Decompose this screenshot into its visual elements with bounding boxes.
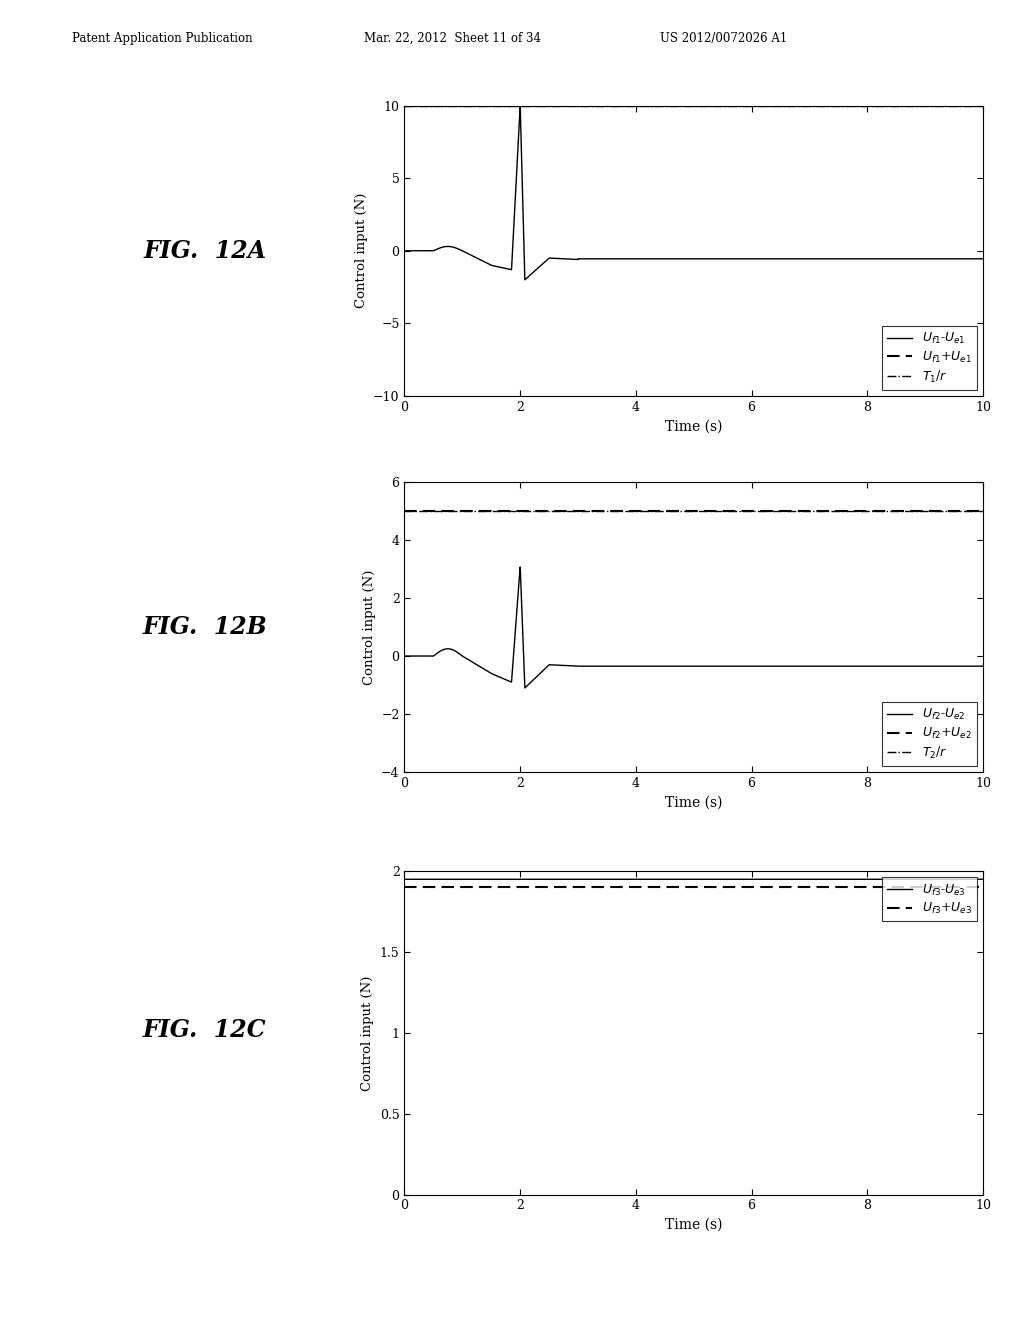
$U_{f2}$-$U_{e2}$	[977, 659, 989, 675]
$U_{f3}$-$U_{e3}$	[464, 871, 476, 887]
Text: FIG.  12A: FIG. 12A	[143, 239, 266, 263]
$U_{f3}$-$U_{e3}$	[966, 871, 978, 887]
Line: $U_{f1}$-$U_{e1}$: $U_{f1}$-$U_{e1}$	[404, 107, 983, 280]
$U_{f1}$-$U_{e1}$	[903, 251, 915, 267]
$U_{f1}$+$U_{e1}$	[457, 98, 469, 114]
Text: Mar. 22, 2012  Sheet 11 of 34: Mar. 22, 2012 Sheet 11 of 34	[364, 32, 541, 45]
$U_{f2}$+$U_{e2}$	[457, 503, 469, 519]
$U_{f3}$-$U_{e3}$	[398, 871, 411, 887]
$T_1$/$r$	[457, 98, 469, 114]
$T_2$/$r$	[398, 503, 411, 519]
$U_{f2}$-$U_{e2}$	[646, 659, 658, 675]
$U_{f2}$-$U_{e2}$	[903, 659, 915, 675]
$U_{f1}$+$U_{e1}$	[398, 98, 411, 114]
$U_{f3}$-$U_{e3}$	[499, 871, 511, 887]
$U_{f2}$-$U_{e2}$	[966, 659, 978, 675]
Text: Patent Application Publication: Patent Application Publication	[72, 32, 252, 45]
Text: FIG.  12B: FIG. 12B	[142, 615, 267, 639]
$U_{f2}$-$U_{e2}$	[464, 653, 476, 669]
$U_{f3}$-$U_{e3}$	[977, 871, 989, 887]
Legend: $U_{f1}$-$U_{e1}$, $U_{f1}$+$U_{e1}$, $T_1$/$r$: $U_{f1}$-$U_{e1}$, $U_{f1}$+$U_{e1}$, $T…	[882, 326, 977, 389]
X-axis label: Time (s): Time (s)	[665, 420, 723, 433]
$U_{f3}$+$U_{e3}$	[398, 879, 411, 895]
$U_{f2}$-$U_{e2}$	[621, 659, 633, 675]
Text: FIG.  12C: FIG. 12C	[143, 1018, 266, 1041]
$U_{f2}$-$U_{e2}$	[519, 680, 531, 696]
$T_1$/$r$	[398, 98, 411, 114]
X-axis label: Time (s): Time (s)	[665, 796, 723, 809]
$U_{f3}$+$U_{e3}$	[457, 879, 469, 895]
Legend: $U_{f2}$-$U_{e2}$, $U_{f2}$+$U_{e2}$, $T_2$/$r$: $U_{f2}$-$U_{e2}$, $U_{f2}$+$U_{e2}$, $T…	[882, 702, 977, 766]
$T_2$/$r$	[457, 503, 469, 519]
$U_{f1}$-$U_{e1}$	[977, 251, 989, 267]
Y-axis label: Control input (N): Control input (N)	[362, 569, 376, 685]
$U_{f2}$+$U_{e2}$	[398, 503, 411, 519]
$U_{f1}$-$U_{e1}$	[398, 243, 411, 259]
$U_{f2}$-$U_{e2}$	[499, 672, 511, 688]
$U_{f3}$-$U_{e3}$	[645, 871, 657, 887]
$U_{f3}$-$U_{e3}$	[903, 871, 915, 887]
Line: $U_{f2}$-$U_{e2}$: $U_{f2}$-$U_{e2}$	[404, 568, 983, 688]
$U_{f1}$-$U_{e1}$	[499, 260, 511, 276]
$U_{f1}$-$U_{e1}$	[519, 272, 531, 288]
$U_{f2}$-$U_{e2}$	[514, 560, 526, 576]
$U_{f2}$-$U_{e2}$	[398, 648, 411, 664]
Text: US 2012/0072026 A1: US 2012/0072026 A1	[660, 32, 787, 45]
Y-axis label: Control input (N): Control input (N)	[354, 193, 368, 309]
Legend: $U_{f3}$-$U_{e3}$, $U_{f3}$+$U_{e3}$: $U_{f3}$-$U_{e3}$, $U_{f3}$+$U_{e3}$	[882, 878, 977, 921]
$U_{f1}$-$U_{e1}$	[514, 99, 526, 115]
$U_{f1}$-$U_{e1}$	[646, 251, 658, 267]
$U_{f1}$-$U_{e1}$	[464, 247, 476, 263]
Y-axis label: Control input (N): Control input (N)	[361, 975, 375, 1090]
$U_{f3}$-$U_{e3}$	[621, 871, 633, 887]
X-axis label: Time (s): Time (s)	[665, 1218, 723, 1232]
$U_{f1}$-$U_{e1}$	[621, 251, 633, 267]
$U_{f1}$-$U_{e1}$	[966, 251, 978, 267]
